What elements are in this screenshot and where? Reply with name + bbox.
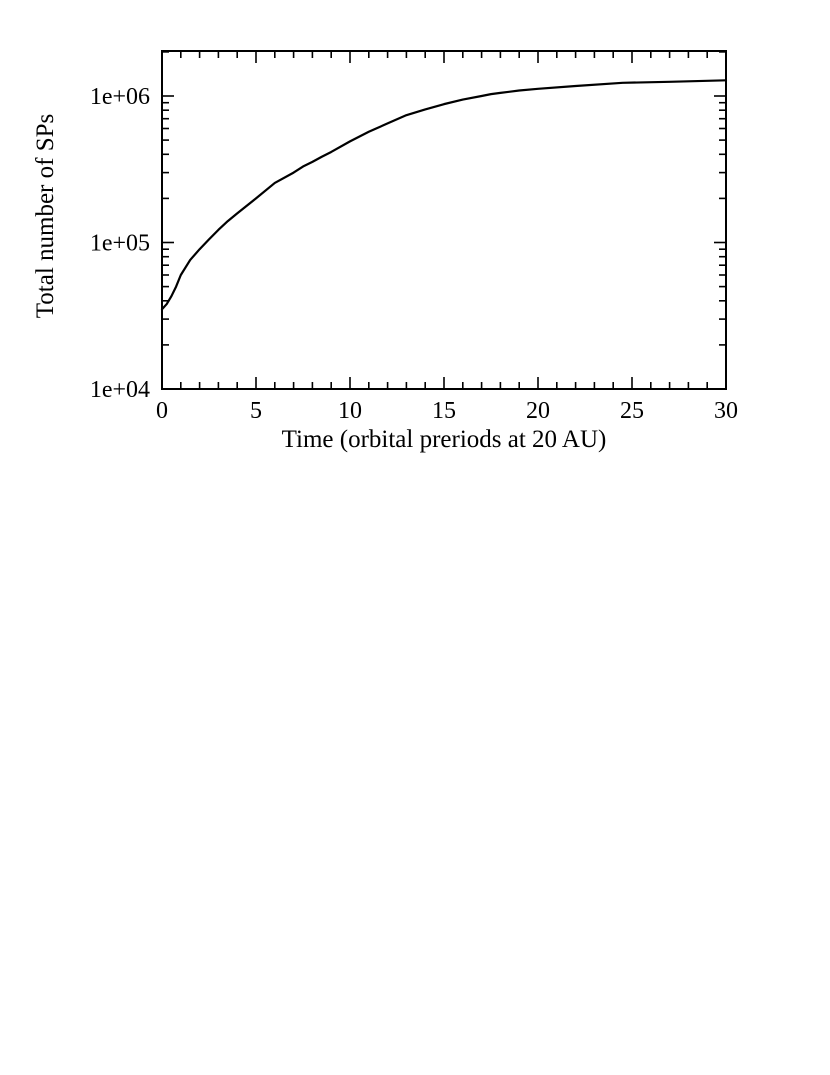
x-tick-label: 15	[432, 398, 456, 424]
plot-frame	[161, 50, 727, 390]
ticks-layer	[161, 51, 727, 390]
x-tick-label: 10	[338, 398, 362, 424]
y-axis-label: Total number of SPs	[32, 114, 59, 319]
x-tick-label: 20	[526, 398, 550, 424]
series-line	[160, 79, 728, 311]
x-tick-label: 30	[714, 398, 738, 424]
x-tick-label: 0	[156, 398, 168, 424]
x-tick-label: 25	[620, 398, 644, 424]
x-axis-label: Time (orbital preriods at 20 AU)	[282, 426, 607, 453]
y-tick-label: 1e+04	[90, 377, 150, 403]
tick-labels-layer: 0 5 10 15 20 25 30 1e+04 1e+05 1e+06	[90, 84, 738, 424]
y-tick-label: 1e+06	[90, 84, 150, 110]
y-tick-label: 1e+05	[90, 231, 150, 257]
x-tick-label: 5	[250, 398, 262, 424]
